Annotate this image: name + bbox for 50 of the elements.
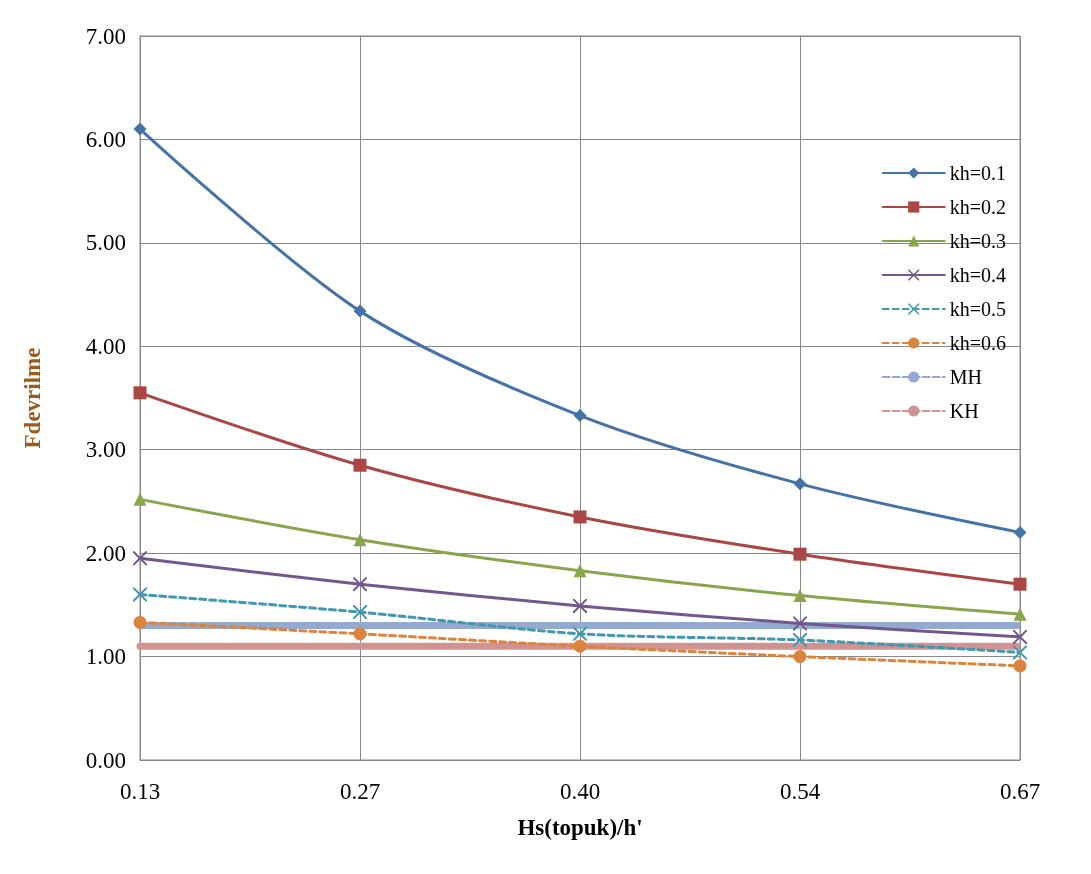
- point: [573, 510, 587, 524]
- y-tick-label: 0.00: [85, 747, 126, 773]
- x-tick-label: 0.13: [119, 779, 161, 804]
- point: [353, 605, 367, 620]
- point: [133, 386, 147, 400]
- x-axis-title: Hs(topuk)/h': [517, 815, 643, 840]
- y-tick-label: 7.00: [85, 23, 126, 49]
- legend-label: kh=0.3: [949, 230, 1006, 252]
- point: [133, 551, 147, 566]
- point: [1013, 577, 1027, 591]
- legend-label: kh=0.5: [949, 298, 1006, 320]
- point: [573, 564, 587, 578]
- point: [353, 458, 367, 472]
- point: [1013, 659, 1027, 673]
- point: [1013, 525, 1027, 539]
- point: [573, 598, 587, 613]
- point: [573, 409, 587, 423]
- y-axis-title: Fdevrilme: [20, 347, 45, 449]
- y-tick-label: 1.00: [85, 644, 126, 670]
- point: [793, 477, 807, 491]
- point: [573, 639, 587, 653]
- legend-label: MH: [949, 366, 982, 388]
- point: [353, 577, 367, 592]
- legend-label: kh=0.2: [949, 196, 1006, 218]
- y-tick-label: 4.00: [85, 333, 126, 359]
- x-tick-label: 0.27: [339, 779, 381, 804]
- point: [1013, 629, 1027, 644]
- y-tick-label: 5.00: [85, 230, 126, 256]
- point: [133, 122, 147, 136]
- point: [793, 650, 807, 664]
- y-tick-label: 2.00: [85, 540, 126, 566]
- point: [573, 626, 587, 641]
- point: [133, 492, 147, 506]
- point: [793, 589, 807, 603]
- x-tick-label: 0.67: [999, 779, 1041, 804]
- legend-label: kh=0.1: [949, 162, 1006, 184]
- point: [133, 615, 147, 629]
- legend-label: kh=0.6: [949, 332, 1006, 354]
- point: [793, 633, 807, 648]
- point: [353, 304, 367, 318]
- y-tick-label: 6.00: [85, 126, 126, 152]
- point: [353, 627, 367, 641]
- x-tick-label: 0.54: [779, 779, 821, 804]
- point: [353, 533, 367, 547]
- legend-label: KH: [949, 400, 979, 422]
- point: [1013, 607, 1027, 621]
- y-tick-label: 3.00: [85, 437, 126, 463]
- legend-label: kh=0.4: [949, 264, 1006, 286]
- point: [793, 547, 807, 561]
- x-tick-label: 0.40: [559, 779, 601, 804]
